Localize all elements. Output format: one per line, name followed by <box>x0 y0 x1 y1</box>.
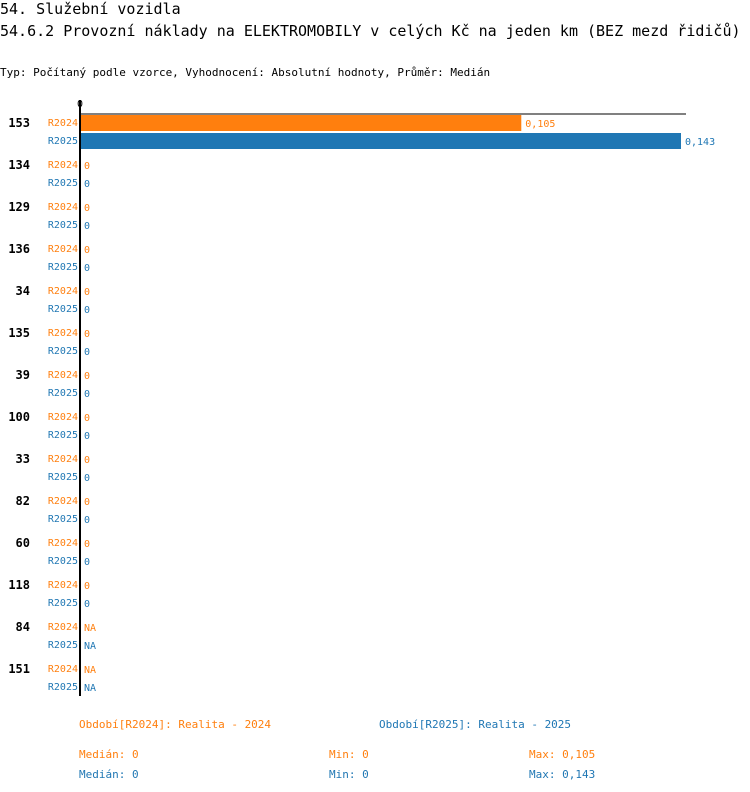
category-label-135: 135 <box>8 326 30 340</box>
bar-r2025-153 <box>80 133 681 149</box>
series-label-r2025-39: R2025 <box>48 388 78 399</box>
category-label-84: 84 <box>16 620 30 634</box>
page-title: 54. Služební vozidla <box>0 0 181 18</box>
series-label-r2025-151: R2025 <box>48 682 78 693</box>
value-label-r2024-153: 0,105 <box>525 119 555 130</box>
chart-info: Typ: Počítaný podle vzorce, Vyhodnocení:… <box>0 66 491 79</box>
series-label-r2025-33: R2025 <box>48 472 78 483</box>
series-label-r2024-153: R2024 <box>48 118 78 129</box>
chart-title: 54.6.2 Provozní náklady na ELEKTROMOBILY… <box>0 22 741 40</box>
value-label-r2025-100: 0 <box>84 431 90 442</box>
series-label-r2024-33: R2024 <box>48 454 78 465</box>
category-label-153: 153 <box>8 116 30 130</box>
value-label-r2025-129: 0 <box>84 221 90 232</box>
category-label-34: 34 <box>16 284 30 298</box>
stat-min-r2024: Min: 0 <box>329 748 369 761</box>
value-label-r2024-33: 0 <box>84 455 90 466</box>
category-label-118: 118 <box>8 578 30 592</box>
series-label-r2024-151: R2024 <box>48 664 78 675</box>
category-label-33: 33 <box>16 452 30 466</box>
series-label-r2024-129: R2024 <box>48 202 78 213</box>
value-label-r2025-34: 0 <box>84 305 90 316</box>
value-label-r2025-118: 0 <box>84 599 90 610</box>
category-label-129: 129 <box>8 200 30 214</box>
value-label-r2025-153: 0,143 <box>685 137 715 148</box>
value-label-r2025-84: NA <box>84 641 96 652</box>
value-label-r2024-129: 0 <box>84 203 90 214</box>
series-label-r2025-60: R2025 <box>48 556 78 567</box>
stat-max-r2025: Max: 0,143 <box>529 768 596 781</box>
value-label-r2025-33: 0 <box>84 473 90 484</box>
value-label-r2025-135: 0 <box>84 347 90 358</box>
legend-r2025: Období[R2025]: Realita - 2025 <box>379 718 572 731</box>
value-label-r2024-34: 0 <box>84 287 90 298</box>
value-label-r2024-151: NA <box>84 665 96 676</box>
stat-min-r2025: Min: 0 <box>329 768 369 781</box>
category-label-39: 39 <box>16 368 30 382</box>
value-label-r2025-136: 0 <box>84 263 90 274</box>
bar-chart: 0 153 R2024 0,105 R2025 0,143 134 R2024 0 R2025 0 1… <box>8 99 715 696</box>
value-label-r2025-82: 0 <box>84 515 90 526</box>
legend-r2024: Období[R2024]: Realita - 2024 <box>79 718 272 731</box>
stat-median-r2024: Medián: 0 <box>79 748 139 761</box>
value-label-r2024-82: 0 <box>84 497 90 508</box>
category-label-82: 82 <box>16 494 30 508</box>
series-label-r2024-84: R2024 <box>48 622 78 633</box>
value-label-r2024-136: 0 <box>84 245 90 256</box>
series-label-r2024-118: R2024 <box>48 580 78 591</box>
category-label-100: 100 <box>8 410 30 424</box>
value-label-r2024-118: 0 <box>84 581 90 592</box>
series-label-r2024-136: R2024 <box>48 244 78 255</box>
bar-r2024-153 <box>80 115 522 131</box>
series-label-r2025-118: R2025 <box>48 598 78 609</box>
series-label-r2025-134: R2025 <box>48 178 78 189</box>
value-label-r2024-134: 0 <box>84 161 90 172</box>
stat-max-r2024: Max: 0,105 <box>529 748 596 761</box>
series-label-r2025-135: R2025 <box>48 346 78 357</box>
value-label-r2024-84: NA <box>84 623 96 634</box>
value-label-r2025-151: NA <box>84 683 96 694</box>
value-label-r2024-60: 0 <box>84 539 90 550</box>
series-label-r2025-153: R2025 <box>48 136 78 147</box>
series-label-r2025-136: R2025 <box>48 262 78 273</box>
series-label-r2024-39: R2024 <box>48 370 78 381</box>
series-label-r2024-100: R2024 <box>48 412 78 423</box>
stat-median-r2025: Medián: 0 <box>79 768 139 781</box>
category-label-60: 60 <box>16 536 30 550</box>
series-label-r2024-135: R2024 <box>48 328 78 339</box>
category-label-136: 136 <box>8 242 30 256</box>
series-label-r2025-34: R2025 <box>48 304 78 315</box>
category-label-134: 134 <box>8 158 30 172</box>
series-label-r2025-82: R2025 <box>48 514 78 525</box>
value-label-r2025-134: 0 <box>84 179 90 190</box>
value-label-r2024-135: 0 <box>84 329 90 340</box>
category-label-151: 151 <box>8 662 30 676</box>
series-label-r2024-82: R2024 <box>48 496 78 507</box>
series-label-r2025-84: R2025 <box>48 640 78 651</box>
series-label-r2025-129: R2025 <box>48 220 78 231</box>
series-label-r2024-34: R2024 <box>48 286 78 297</box>
value-label-r2024-100: 0 <box>84 413 90 424</box>
series-label-r2024-60: R2024 <box>48 538 78 549</box>
series-label-r2024-134: R2024 <box>48 160 78 171</box>
value-label-r2025-60: 0 <box>84 557 90 568</box>
value-label-r2024-39: 0 <box>84 371 90 382</box>
series-label-r2025-100: R2025 <box>48 430 78 441</box>
value-label-r2025-39: 0 <box>84 389 90 400</box>
